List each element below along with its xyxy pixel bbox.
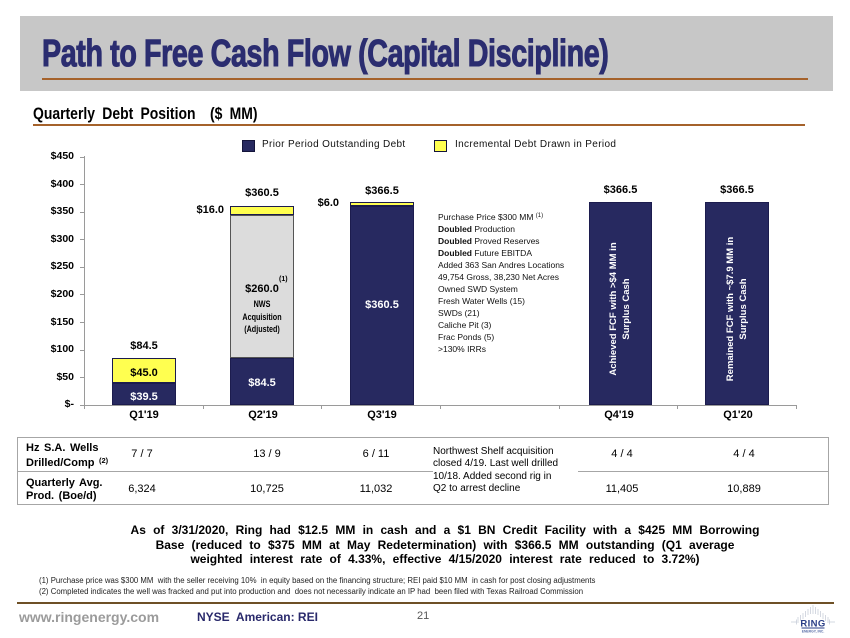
svg-text:RING: RING [800,619,825,630]
svg-text:ENERGY, INC.: ENERGY, INC. [802,630,825,634]
